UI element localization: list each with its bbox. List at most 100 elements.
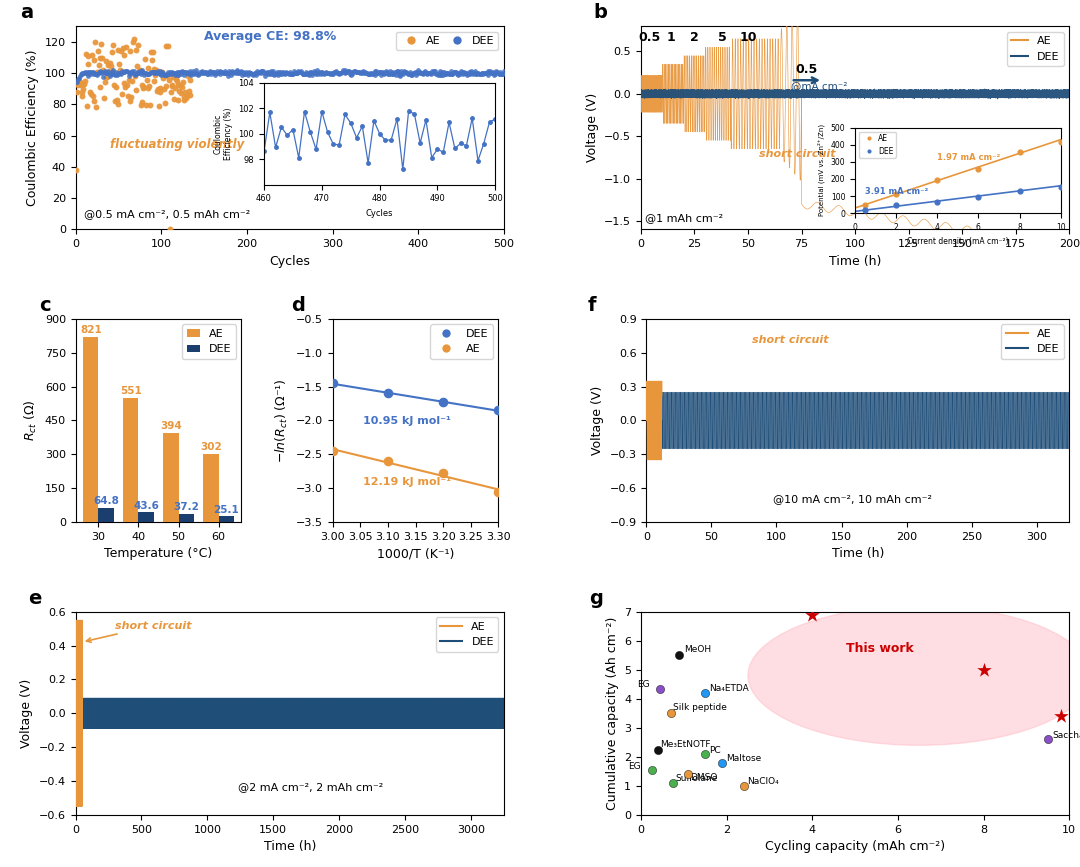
Point (307, 65, 324, 79)
Text: NaClO₄: NaClO₄ (747, 778, 779, 786)
Point (303, 68, 321, 81)
Point (103, 67, 120, 81)
Point (186, 66, 203, 80)
Point (353, 67, 370, 81)
Point (220, 63, 238, 77)
Point (110, 67, 127, 81)
Point (198, 65, 215, 79)
Point (312, 68, 329, 81)
Y-axis label: Voltage (V): Voltage (V) (591, 386, 604, 455)
Point (370, 65, 388, 79)
Point (71, 69, 89, 83)
Point (140, 79, 158, 93)
Text: MeOH: MeOH (684, 645, 711, 655)
Point (383, 67, 401, 81)
Point (104, 65, 121, 79)
Point (152, 66, 170, 80)
Point (139, 67, 157, 81)
Point (420, 66, 437, 80)
Point (258, 65, 275, 79)
Point (89, 68, 106, 81)
Bar (163, 434, 178, 522)
Point (114, 65, 132, 79)
Point (321, 66, 338, 80)
Bar (98, 507, 113, 522)
Ellipse shape (748, 606, 1080, 746)
Point (406, 64, 423, 78)
Point (216, 64, 233, 78)
Point (133, 78, 150, 92)
Point (441, 67, 458, 81)
Point (487, 67, 504, 81)
Point (491, 68, 509, 81)
Point (108, 68, 125, 81)
Point (160, 67, 177, 81)
Point (347, 65, 364, 79)
Point (122, 44, 139, 58)
Point (239, 68, 256, 81)
Point (434, 395, 451, 409)
Text: short circuit: short circuit (752, 336, 828, 345)
Text: 2: 2 (690, 31, 699, 44)
Point (478, 66, 496, 80)
Point (80, 49, 97, 62)
Point (123, 65, 140, 79)
Point (494, 68, 511, 81)
Point (403, 68, 420, 81)
Point (247, 68, 265, 81)
Point (81, 65, 98, 79)
Point (255, 64, 272, 78)
Point (124, 66, 141, 80)
Point (480, 64, 497, 78)
Bar (218, 517, 234, 522)
Point (360, 67, 377, 81)
Point (121, 94, 138, 108)
Point (386, 67, 403, 81)
Point (671, 649, 688, 662)
Point (243, 67, 260, 81)
Point (484, 65, 501, 79)
Point (388, 68, 405, 81)
Point (389, 64, 406, 78)
Point (714, 756, 731, 770)
Point (473, 67, 490, 81)
Point (433, 68, 450, 81)
Point (69, 85, 86, 99)
Point (83, 65, 100, 79)
Point (424, 65, 442, 79)
Point (199, 67, 216, 81)
Point (467, 64, 484, 78)
Point (414, 66, 431, 80)
Point (465, 66, 483, 80)
Point (299, 67, 316, 81)
Point (330, 66, 348, 80)
Point (208, 63, 226, 77)
Point (313, 65, 330, 79)
Point (152, 68, 170, 82)
Point (237, 67, 254, 81)
Point (280, 66, 297, 80)
Point (165, 66, 183, 80)
Point (322, 66, 339, 80)
Point (103, 68, 120, 81)
Point (319, 66, 336, 80)
Point (140, 67, 158, 81)
Point (318, 66, 335, 80)
Point (427, 64, 444, 78)
Point (164, 78, 181, 92)
Point (214, 65, 231, 79)
Point (345, 65, 362, 79)
Point (138, 67, 156, 81)
Point (72, 79, 90, 93)
Point (443, 68, 460, 81)
Point (148, 63, 165, 77)
Point (478, 68, 496, 81)
Point (379, 66, 396, 80)
Point (343, 67, 361, 81)
Point (110, 97, 127, 111)
Point (170, 93, 187, 107)
Point (232, 64, 249, 78)
Point (278, 65, 295, 79)
Point (435, 65, 453, 79)
Point (289, 64, 307, 78)
